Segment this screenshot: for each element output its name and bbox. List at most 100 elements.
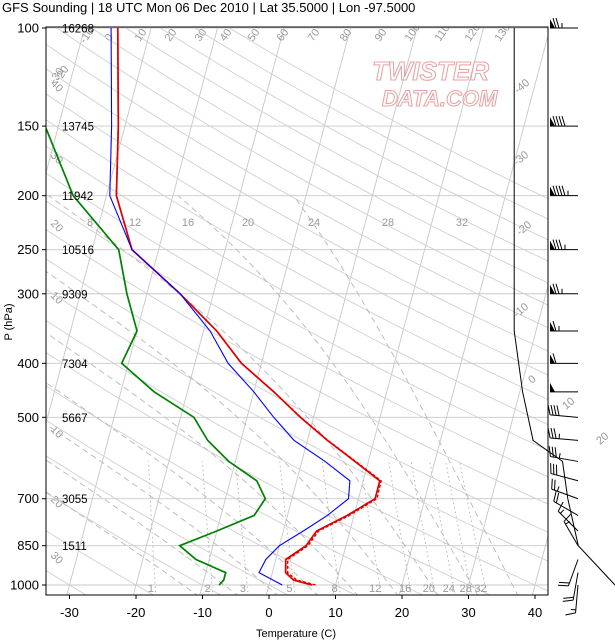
moist-adiabats: 8 12 16 20 24 28 32 (46, 195, 519, 595)
mixing-ratio-line (201, 461, 214, 595)
barb-flag (550, 117, 555, 127)
dry-adiabat (46, 385, 424, 595)
isotherm-label: 110 (433, 22, 453, 43)
hodograph-trace (513, 28, 615, 586)
isotherm-line (66, 27, 219, 595)
mixing-ratio-label: 5 (286, 583, 292, 595)
dry-adiabat (46, 288, 548, 562)
moist-adiabat-label: 32 (456, 217, 468, 229)
mixing-ratio-line (429, 461, 456, 595)
moist-adiabat-label: 12 (129, 217, 141, 229)
moist-adiabat (46, 423, 278, 595)
barb-full (552, 283, 557, 294)
wind-barbs (547, 17, 579, 616)
barb-shaft (550, 437, 579, 441)
barb-full (552, 320, 557, 332)
mixing-ratio-label: 2 (205, 583, 211, 595)
dry-adiabat-label: 10 (560, 395, 577, 412)
y-tick-label: 850 (17, 538, 39, 553)
x-tick-label: 20 (395, 605, 409, 620)
dry-adiabat (46, 229, 548, 505)
height-label: 5667 (62, 413, 88, 425)
wind-barb (548, 446, 579, 462)
moist-adiabat (177, 195, 479, 595)
y-tick-label: 700 (17, 491, 39, 506)
dry-adiabat (54, 27, 548, 306)
dry-adiabat (46, 200, 548, 478)
barb-full (550, 404, 554, 416)
x-tick-label: 30 (461, 605, 475, 620)
trace-dewpoint (46, 126, 267, 586)
isotherm-label: 10 (133, 27, 150, 44)
moist-adiabat (46, 491, 198, 595)
dry-adiabat (46, 93, 548, 376)
height-label: 3055 (62, 494, 88, 506)
moist-adiabat-label: 16 (182, 217, 194, 229)
barb-shaft (553, 500, 579, 516)
wind-barb (553, 491, 579, 516)
wind-barb (550, 382, 578, 393)
plot-frame (45, 26, 549, 596)
barb-full (553, 491, 557, 502)
barb-full (561, 185, 566, 196)
mixing-ratio-line (388, 461, 412, 595)
y-tick-label: 150 (17, 119, 39, 134)
wind-barb (557, 559, 579, 587)
dry-adiabat (46, 258, 548, 533)
mixing-ratio-label: 20 (423, 583, 435, 595)
barb-full (558, 115, 563, 127)
barb-full (553, 405, 557, 416)
trace-wet-bulb-temperature (109, 27, 351, 586)
barb-full (557, 584, 569, 587)
barb-full (548, 446, 551, 457)
mixing-ratio-label: 1 (148, 583, 154, 595)
x-axis-label: Temperature (C) (256, 628, 336, 640)
wind-barb (550, 17, 578, 29)
plot-border (45, 26, 549, 596)
mixing-ratio-label: 12 (369, 583, 381, 595)
wind-barb (550, 185, 578, 197)
x-tick-label: 10 (328, 605, 342, 620)
moist-adiabat (293, 195, 519, 595)
barb-full (558, 239, 563, 250)
wind-barb (565, 584, 579, 616)
dry-adiabat-label: 20 (594, 430, 611, 447)
mixing-ratio-label: 3 (240, 583, 246, 595)
barb-shaft (550, 414, 579, 418)
isotherm-label: 100 (403, 22, 423, 44)
mixing-ratio-label: 8 (331, 583, 337, 595)
barb-full (555, 115, 560, 127)
barb-shaft (550, 456, 579, 462)
isotherm-line (132, 27, 285, 595)
barb-full (551, 478, 553, 490)
isotherm-line (598, 3, 615, 597)
y-tick-label: 400 (17, 356, 39, 371)
height-label: 1511 (62, 541, 87, 553)
dry-adiabat-label: -40 (512, 77, 532, 96)
isotherm-label: 40 (218, 27, 235, 44)
mixing-ratio-line (459, 461, 488, 595)
wind-barb (547, 427, 579, 441)
height-label: 9309 (62, 289, 88, 301)
height-label: 10516 (62, 245, 94, 257)
barb-full (550, 427, 554, 439)
moist-adiabat-label: 20 (242, 217, 254, 229)
isotherms: -30-20-10 0 10 20 30 40 50 60 70 80 90 100 110 120 130… (46, 3, 615, 597)
barb-full (547, 404, 551, 415)
barb-full (557, 501, 564, 512)
dry-adiabat-label: 0 (526, 373, 538, 386)
barb-full (547, 427, 551, 439)
wind-barb (550, 283, 578, 295)
watermark-text: TWISTER (372, 56, 489, 86)
trace-temperature (115, 27, 381, 586)
moist-adiabat-label: 24 (308, 217, 320, 229)
sounding-traces (46, 27, 382, 586)
mixing-ratio-line (410, 461, 436, 595)
moist-adiabat (48, 195, 439, 595)
barb-full (552, 353, 557, 364)
isotherm-line (465, 284, 548, 595)
height-label: 7304 (62, 359, 88, 371)
mixing-ratio-line (445, 461, 473, 595)
barb-full (561, 115, 566, 127)
